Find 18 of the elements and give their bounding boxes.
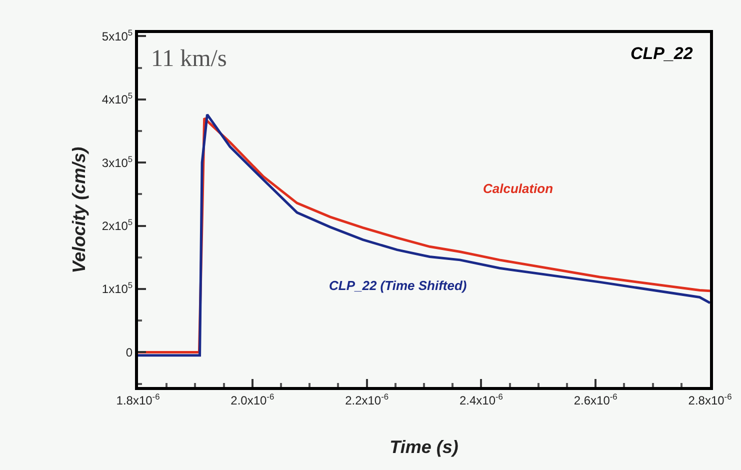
x-tick-label: 2.4x10$^{-6}$ [459, 391, 504, 408]
y-tick-label: 0 [126, 345, 133, 360]
x-axis-title: Time (s) [390, 437, 458, 457]
y-tick-label: 3x10$^{5}$ [102, 154, 133, 170]
series-label: CLP_22 (Time Shifted) [329, 278, 467, 293]
y-tick-label: 4x10$^{5}$ [102, 90, 133, 107]
text: CLP_22 [630, 44, 694, 63]
y-axis-title: Velocity (cm/s) [69, 146, 90, 274]
x-tick-label: 2.8x10$^{-6}$ [688, 391, 732, 408]
x-tick-label: 2.0x10$^{-6}$ [230, 391, 274, 408]
y-tick-label: 1x10$^{5}$ [102, 280, 133, 296]
annotation: 11 km/s [151, 46, 227, 72]
x-tick-label: 1.8x10$^{-6}$ [116, 391, 160, 408]
y-tick-label: 5x10$^{5}$ [102, 27, 133, 44]
x-tick-label: 2.2x10$^{-6}$ [345, 391, 389, 408]
y-tick-label: 2x10$^{5}$ [102, 216, 133, 233]
text: Calculation [483, 181, 554, 196]
x-tick-label: 2.6x10$^{-6}$ [574, 391, 618, 408]
